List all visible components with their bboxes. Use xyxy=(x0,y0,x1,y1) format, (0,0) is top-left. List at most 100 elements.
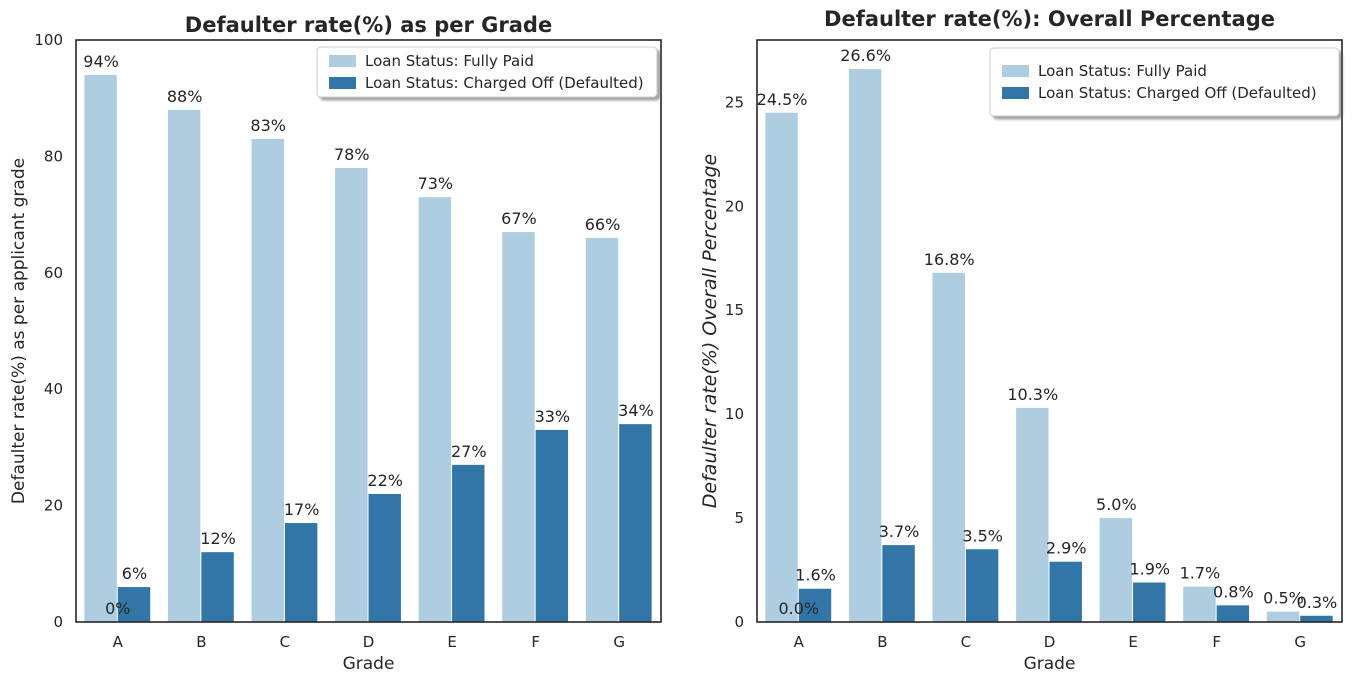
y-axis-label: Defaulter rate(%) as per applicant grade xyxy=(9,158,29,504)
bar-fully-paid-D xyxy=(335,168,368,623)
legend: Loan Status: Fully Paid Loan Status: Char… xyxy=(316,46,658,98)
data-label: 0.5% xyxy=(1263,589,1304,608)
bar-charged-off-E xyxy=(452,464,485,622)
bar-fully-paid-F xyxy=(1183,586,1216,622)
legend-box xyxy=(316,46,658,98)
data-label: 1.9% xyxy=(1129,560,1170,579)
data-label: 22% xyxy=(367,471,403,490)
bar-fully-paid-D xyxy=(1016,407,1049,622)
chart-title: Defaulter rate(%): Overall Percentage xyxy=(824,7,1275,31)
data-label: 12% xyxy=(200,529,236,548)
data-label: 73% xyxy=(418,174,454,193)
plot-frame xyxy=(756,39,1343,623)
x-tick-label: D xyxy=(363,633,375,651)
y-tick-label: 10 xyxy=(725,405,744,423)
legend: Loan Status: Fully Paid Loan Status: Char… xyxy=(989,47,1340,117)
bar-charged-off-B xyxy=(201,552,234,622)
chart-title: Defaulter rate(%) as per Grade xyxy=(185,13,552,37)
bar-fully-paid-G xyxy=(1266,611,1300,622)
data-label: 78% xyxy=(334,145,370,164)
bar-fully-paid-E xyxy=(1099,518,1133,622)
bar-charged-off-G xyxy=(619,424,652,622)
bar-fully-paid-F xyxy=(502,232,535,622)
bar-fully-paid-A xyxy=(84,74,117,623)
bar-charged-off-A xyxy=(798,588,832,622)
data-label: 2.9% xyxy=(1046,539,1087,558)
bar-fully-paid-G xyxy=(585,237,619,622)
zero-annotation: 0% xyxy=(105,599,130,618)
data-label: 10.3% xyxy=(1007,385,1058,404)
y-tick-label: 25 xyxy=(725,93,744,111)
x-tick-label: C xyxy=(280,633,290,651)
x-tick-label: A xyxy=(794,633,805,651)
bar-charged-off-A xyxy=(117,587,151,622)
bar-charged-off-E xyxy=(1133,582,1166,622)
data-label: 6% xyxy=(122,564,147,583)
bar-charged-off-D xyxy=(1049,561,1082,622)
plot-frame xyxy=(75,39,662,623)
bar-charged-off-F xyxy=(1216,605,1250,622)
x-tick-label: C xyxy=(961,633,971,651)
x-axis-label: Grade xyxy=(343,654,395,674)
x-tick-label: D xyxy=(1044,633,1056,651)
data-label: 0.3% xyxy=(1297,593,1338,612)
data-label: 17% xyxy=(284,500,320,519)
data-label: 0.8% xyxy=(1213,582,1254,601)
bar-fully-paid-B xyxy=(167,109,201,623)
x-tick-label: G xyxy=(1294,633,1306,651)
x-tick-label: F xyxy=(1212,633,1221,651)
legend-label: Loan Status: Charged Off (Defaulted) xyxy=(1038,84,1317,102)
legend-label: Loan Status: Fully Paid xyxy=(1038,62,1207,80)
legend-box xyxy=(989,47,1340,117)
data-label: 3.5% xyxy=(962,526,1003,545)
data-label: 67% xyxy=(501,209,537,228)
y-tick-label: 0 xyxy=(734,613,744,631)
x-tick-label: B xyxy=(877,633,887,651)
y-tick-label: 0 xyxy=(53,613,63,631)
y-tick-label: 40 xyxy=(44,380,63,398)
data-label: 83% xyxy=(250,116,286,135)
x-tick-label: A xyxy=(113,633,124,651)
data-label: 24.5% xyxy=(757,90,808,109)
legend-swatch xyxy=(329,55,356,67)
y-tick-label: 80 xyxy=(44,147,63,165)
data-label: 66% xyxy=(585,215,621,234)
legend-label: Loan Status: Fully Paid xyxy=(365,52,534,70)
bar-fully-paid-C xyxy=(932,272,965,622)
bar-charged-off-G xyxy=(1300,615,1333,622)
y-tick-label: 20 xyxy=(44,497,63,515)
bar-charged-off-C xyxy=(965,549,999,622)
y-tick-label: 15 xyxy=(725,301,744,319)
legend-label: Loan Status: Charged Off (Defaulted) xyxy=(365,74,644,92)
x-tick-label: E xyxy=(1128,633,1137,651)
y-tick-label: 5 xyxy=(734,509,744,527)
chart-grade-rate: Defaulter rate(%) as per Grade 94% 88% 83% 7… xyxy=(9,13,662,674)
data-label: 33% xyxy=(535,407,571,426)
x-tick-label: F xyxy=(531,633,540,651)
data-label: 34% xyxy=(618,401,654,420)
x-tick-label: B xyxy=(196,633,206,651)
bar-charged-off-F xyxy=(535,429,569,622)
data-label: 3.7% xyxy=(879,522,920,541)
data-label: 5.0% xyxy=(1096,495,1137,514)
legend-swatch xyxy=(1002,87,1029,99)
zero-annotation: 0.0% xyxy=(778,599,819,618)
bar-charged-off-B xyxy=(882,545,915,622)
y-tick-label: 60 xyxy=(44,264,63,282)
data-label: 1.6% xyxy=(795,566,836,585)
data-label: 88% xyxy=(167,87,203,106)
legend-swatch xyxy=(329,77,356,89)
data-label: 94% xyxy=(83,52,119,71)
bar-fully-paid-B xyxy=(848,69,882,623)
data-label: 27% xyxy=(451,442,487,461)
chart-overall-percentage: Defaulter rate(%): Overall Percentage 24.… xyxy=(699,7,1343,674)
bar-fully-paid-C xyxy=(251,138,284,622)
bar-charged-off-C xyxy=(284,523,318,622)
bar-fully-paid-E xyxy=(418,197,452,622)
y-tick-label: 20 xyxy=(725,197,744,215)
legend-swatch xyxy=(1002,65,1029,77)
bar-charged-off-D xyxy=(368,493,401,622)
bar-fully-paid-A xyxy=(765,112,798,622)
y-axis-label: Defaulter rate(%) Overall Percentage xyxy=(699,154,721,508)
